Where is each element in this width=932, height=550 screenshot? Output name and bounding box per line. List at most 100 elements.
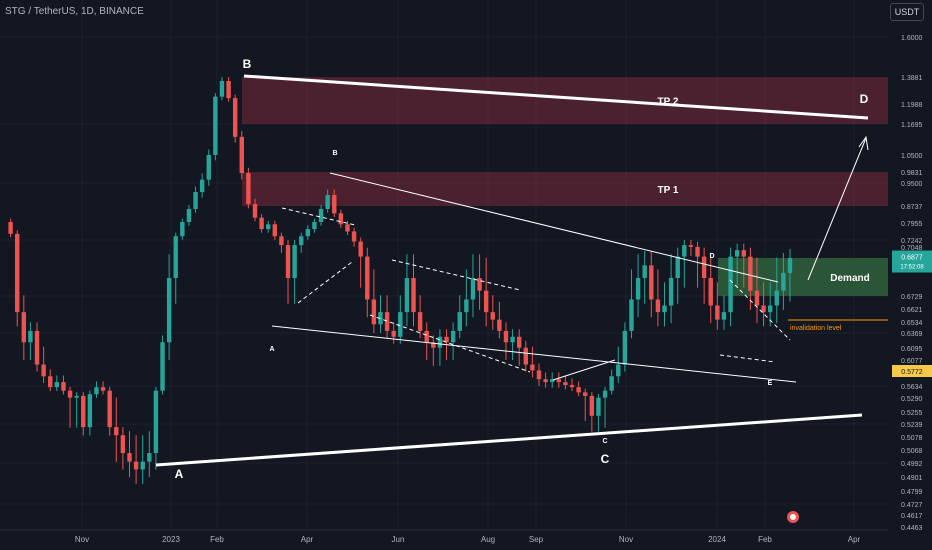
candle-body — [787, 257, 793, 273]
marked-price-value: 0.5772 — [901, 369, 923, 376]
zone-label: TP 2 — [658, 97, 679, 108]
price-tick-label: 0.7242 — [901, 238, 923, 245]
candle-body — [259, 217, 264, 230]
projection-arrow — [807, 137, 867, 281]
channel-dash — [719, 354, 776, 363]
candle-body — [239, 136, 244, 174]
candle-body — [199, 179, 205, 193]
candle-body — [127, 453, 132, 462]
wave-label: D — [709, 253, 714, 260]
zone-label: Demand — [830, 273, 869, 284]
candle-body — [444, 336, 449, 343]
candle-body — [398, 312, 403, 337]
candle-body — [133, 461, 139, 470]
candle-body — [655, 299, 661, 313]
candle-body — [464, 299, 469, 313]
wave-label: E — [768, 380, 773, 387]
candle-body — [431, 342, 436, 348]
candle-body — [516, 336, 522, 348]
candle-body — [424, 330, 429, 343]
time-tick-label: Nov — [619, 535, 633, 544]
candle-body — [411, 278, 416, 313]
currency-button[interactable]: USDT — [890, 3, 924, 21]
price-tick-label: 0.5239 — [901, 422, 923, 429]
candle-body — [272, 224, 278, 237]
zone-tp-2 — [242, 77, 888, 124]
price-tick-label: 0.6621 — [901, 307, 923, 314]
candle-body — [312, 222, 317, 230]
range-line — [552, 359, 616, 381]
countdown-timer: 17:52:08 — [900, 265, 924, 271]
candle-body — [497, 319, 502, 331]
candle-body — [622, 330, 628, 365]
price-tick-label: 0.6369 — [901, 331, 923, 338]
candle-body — [721, 312, 727, 320]
price-tick-label: 1.3881 — [901, 75, 923, 82]
candle-body — [563, 382, 568, 386]
candle-body — [299, 236, 304, 246]
candle-body — [365, 256, 370, 300]
candle-body — [708, 278, 713, 306]
candles — [8, 77, 793, 484]
candle-body — [642, 265, 647, 279]
time-tick-label: Apr — [848, 535, 861, 544]
candle-body — [668, 278, 674, 306]
candle-body — [576, 387, 581, 393]
candle-body — [616, 364, 621, 377]
candle-body — [483, 290, 489, 313]
candle-body — [391, 330, 396, 337]
candle-body — [325, 195, 330, 209]
candle-body — [226, 81, 231, 99]
candle-body — [15, 233, 20, 313]
last-price-value: 0.6877 — [901, 255, 923, 262]
candle-body — [87, 394, 93, 428]
candle-body — [675, 256, 680, 279]
candle-body — [477, 278, 482, 291]
channel-dash — [369, 314, 531, 373]
price-tick-label: 0.9831 — [901, 170, 923, 177]
price-tick-label: 0.4992 — [901, 461, 923, 468]
candle-body — [41, 364, 46, 377]
trendline-minor-bottom — [271, 325, 797, 383]
candle-body — [556, 379, 562, 383]
price-tick-label: 0.6534 — [901, 320, 923, 327]
candle-body — [417, 312, 423, 331]
wave-label: C — [601, 452, 610, 466]
wave-label: A — [175, 467, 184, 481]
candle-body — [404, 278, 410, 313]
candle-body — [292, 245, 297, 279]
symbol-title[interactable]: STG / TetherUS, 1D, BINANCE — [5, 6, 144, 17]
wave-label: C — [602, 438, 607, 445]
candle-body — [741, 250, 746, 257]
last-price-tag — [892, 250, 932, 273]
price-tick-label: 1.1695 — [901, 122, 923, 129]
price-tick-label: 1.1988 — [901, 102, 923, 109]
time-axis[interactable]: Nov 2023 Feb Apr Jun Aug Sep Nov 2024 Feb Apr — [0, 511, 888, 544]
candle-body — [279, 236, 284, 246]
candle-body — [186, 208, 192, 223]
candle-body — [457, 312, 462, 331]
price-tick-label: 0.6095 — [901, 346, 923, 353]
pattern-lines — [155, 74, 888, 467]
candle-body — [761, 305, 766, 313]
price-tick-label: 0.7955 — [901, 221, 923, 228]
candle-body — [100, 387, 106, 391]
time-tick-label: Aug — [481, 535, 495, 544]
candle-body — [715, 305, 720, 320]
candle-body — [503, 330, 509, 343]
candle-body — [371, 299, 377, 325]
price-tick-label: 0.4901 — [901, 475, 923, 482]
candle-body — [147, 453, 152, 462]
zone-tp-1 — [242, 172, 888, 206]
candle-body — [351, 231, 357, 242]
candle-body — [81, 395, 86, 428]
price-tick-label: 0.7048 — [901, 245, 923, 252]
candle-body — [338, 213, 344, 225]
price-axis[interactable]: 1.6000 1.3881 1.1988 1.1695 1.0500 0.9831 0.95… — [888, 0, 932, 532]
candle-body — [662, 305, 667, 313]
candle-body — [490, 312, 495, 320]
candle-body — [450, 330, 456, 343]
price-tick-label: 0.5068 — [901, 448, 923, 455]
